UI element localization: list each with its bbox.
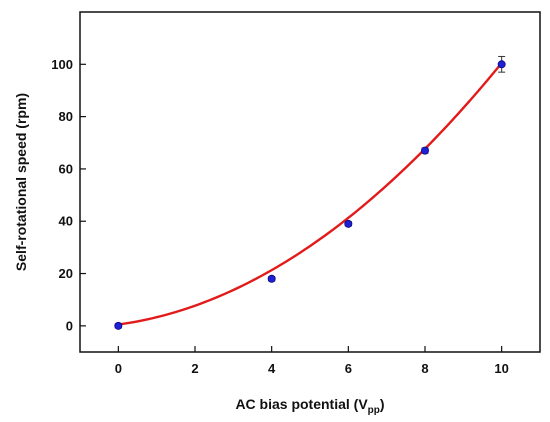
y-axis: 0 20 40 60 80 100: [51, 57, 86, 333]
x-tick-label: 6: [345, 361, 352, 376]
data-point: [497, 55, 506, 73]
data-marker: [114, 321, 123, 330]
data-marker: [497, 60, 506, 69]
data-point: [114, 321, 123, 330]
plot-frame: [79, 11, 541, 353]
y-tick-label: 80: [59, 109, 73, 124]
data-marker: [267, 274, 276, 283]
x-tick-label: 10: [494, 361, 508, 376]
y-tick-label: 20: [59, 266, 73, 281]
fit-curve-layer: [118, 62, 503, 326]
x-axis: 0 2 4 6 8 10: [115, 346, 509, 376]
data-point: [267, 274, 276, 283]
fit-curve: [118, 62, 503, 326]
data-points-layer: [114, 55, 506, 330]
y-axis-title: Self-rotational speed (rpm): [13, 93, 29, 271]
x-axis-title: AC bias potential (Vpp): [235, 396, 384, 416]
y-tick-label: 100: [51, 57, 73, 72]
x-tick-label: 8: [421, 361, 428, 376]
y-tick-label: 0: [66, 318, 73, 333]
x-tick-label: 0: [115, 361, 122, 376]
data-point: [420, 146, 429, 155]
y-tick-label: 40: [59, 214, 73, 229]
x-tick-label: 4: [268, 361, 276, 376]
data-point: [344, 219, 353, 228]
data-marker: [344, 219, 353, 228]
data-marker: [420, 146, 429, 155]
x-tick-label: 2: [191, 361, 198, 376]
y-tick-label: 60: [59, 161, 73, 176]
